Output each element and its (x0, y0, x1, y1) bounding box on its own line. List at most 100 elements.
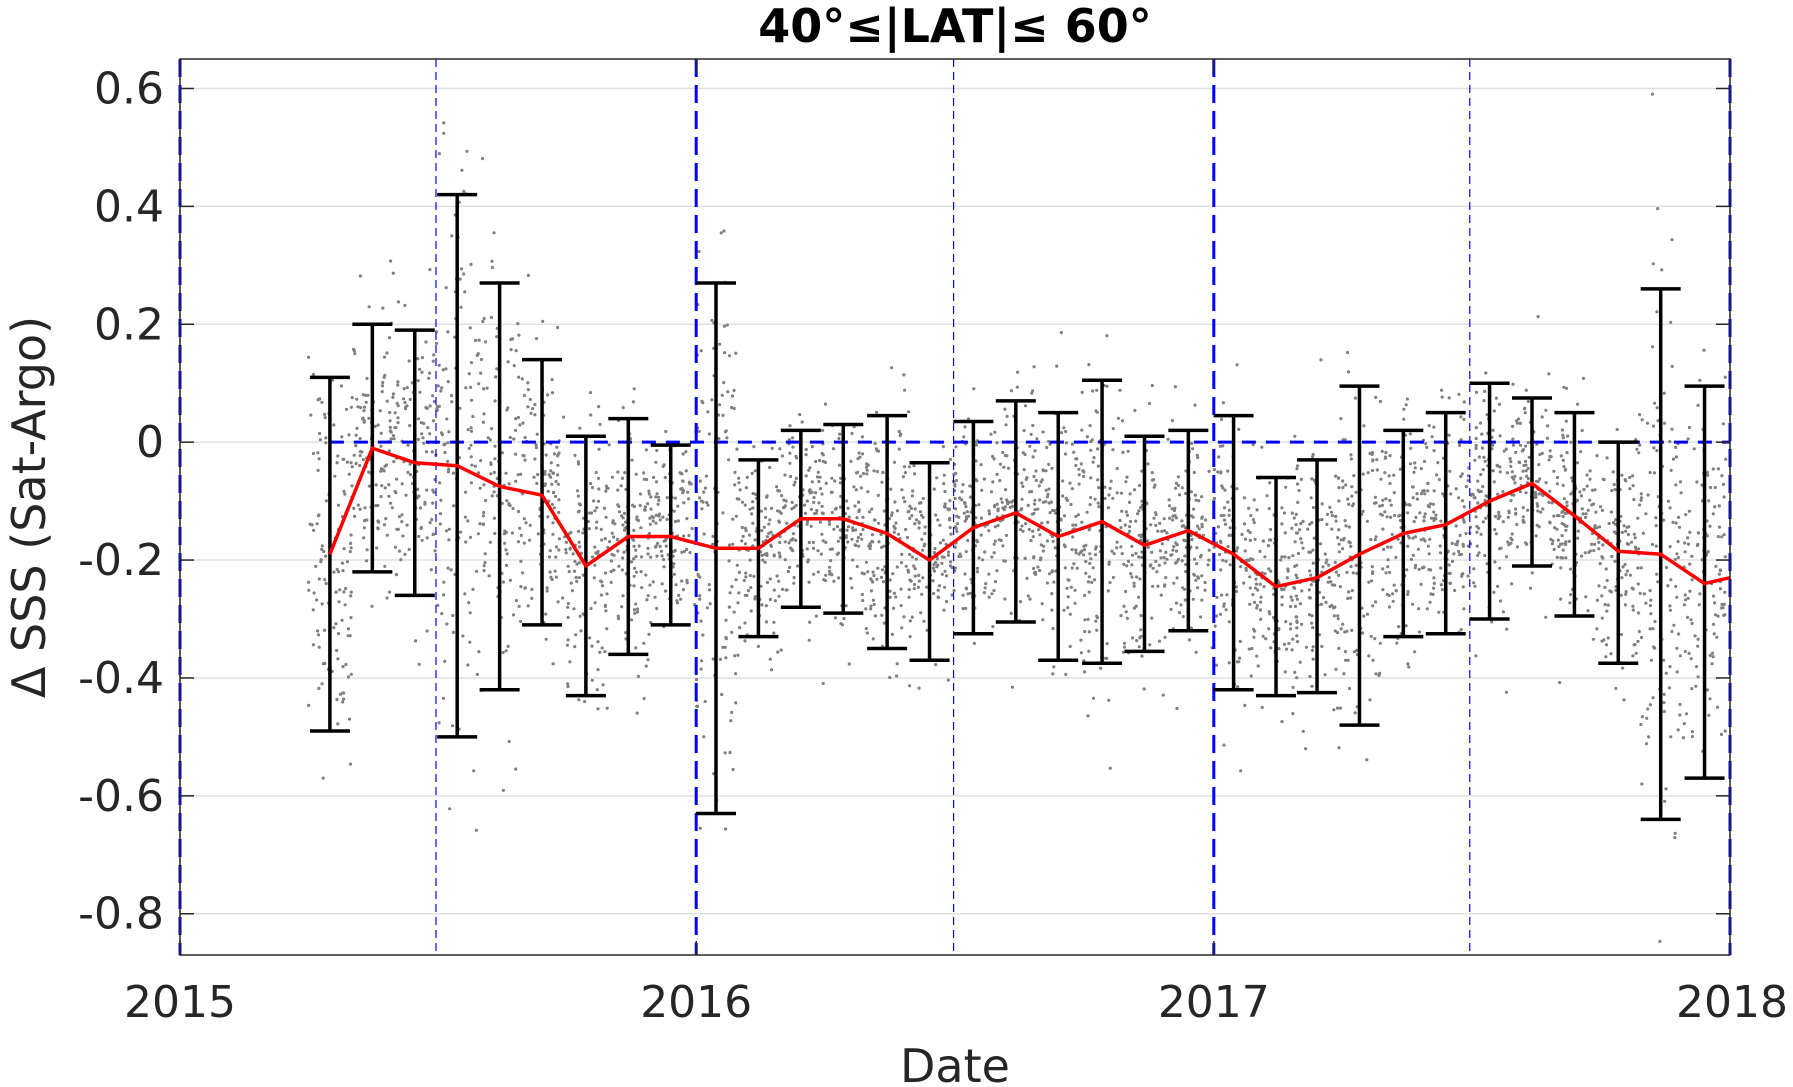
scatter-point-1426 (786, 569, 791, 574)
scatter-point-2656 (1263, 572, 1267, 576)
scatter-point-286 (416, 379, 420, 383)
scatter-point-482 (512, 437, 516, 441)
scatter-point-2257 (1095, 616, 1100, 620)
scatter-point-16 (332, 626, 336, 630)
scatter-point-1970 (1028, 444, 1032, 448)
scatter-point-648 (526, 381, 530, 385)
scatter-point-2864 (1333, 583, 1337, 587)
scatter-point-2292 (1151, 566, 1155, 570)
scatter-point-283 (419, 526, 423, 531)
scatter-point-3390 (1523, 444, 1528, 448)
scatter-point-1061 (664, 429, 668, 434)
scatter-point-879 (635, 711, 639, 715)
scatter-point-1416 (818, 520, 823, 524)
scatter-point-293 (406, 470, 410, 474)
scatter-point-1175 (721, 413, 725, 417)
scatter-point-2903 (1355, 571, 1359, 576)
scatter-point-578 (492, 231, 496, 235)
scatter-point-3137 (1441, 492, 1445, 496)
scatter-point-634 (523, 435, 527, 440)
scatter-point-711 (528, 523, 532, 527)
scatter-point-3573 (1565, 451, 1569, 455)
scatter-point-2254 (1108, 486, 1112, 490)
scatter-point-1523 (854, 471, 859, 475)
scatter-point-1640 (871, 637, 875, 641)
scatter-point-2642 (1280, 603, 1284, 607)
scatter-point-3814 (1656, 580, 1660, 584)
scatter-point-1646 (892, 524, 896, 529)
scatter-point-1867 (992, 542, 996, 546)
scatter-point-3677 (1620, 530, 1624, 535)
scatter-point-3317 (1494, 532, 1498, 536)
scatter-point-915 (643, 505, 648, 509)
scatter-point-121 (352, 453, 356, 457)
scatter-point-3490 (1586, 508, 1590, 512)
scatter-point-1760 (946, 550, 951, 554)
scatter-point-2143 (1063, 566, 1067, 570)
scatter-point-328 (420, 538, 424, 542)
scatter-point-1459 (824, 540, 828, 545)
scatter-point-2969 (1338, 585, 1342, 589)
scatter-point-2626 (1226, 545, 1230, 549)
scatter-point-130 (362, 526, 366, 530)
scatter-point-3728 (1639, 492, 1643, 496)
scatter-point-1736 (932, 487, 936, 491)
scatter-point-2632 (1249, 514, 1253, 518)
scatter-point-3470 (1510, 475, 1514, 479)
scatter-point-2049 (1074, 548, 1078, 552)
scatter-point-1788 (921, 496, 925, 501)
scatter-point-3174 (1429, 516, 1434, 520)
scatter-point-3731 (1647, 735, 1651, 739)
scatter-point-2979 (1366, 471, 1370, 475)
scatter-point-1621 (896, 532, 901, 536)
scatter-point-3076 (1422, 565, 1426, 569)
scatter-point-1842 (953, 566, 958, 570)
scatter-point-2039 (1030, 512, 1034, 516)
scatter-point-2424 (1207, 558, 1211, 562)
scatter-point-855 (644, 573, 648, 577)
scatter-point-596 (516, 473, 520, 477)
scatter-point-152 (387, 336, 392, 340)
scatter-point-1072 (664, 538, 668, 542)
scatter-point-3124 (1437, 478, 1441, 482)
scatter-point-3690 (1620, 473, 1624, 477)
scatter-point-223 (352, 349, 356, 353)
scatter-point-1112 (725, 436, 729, 440)
scatter-point-3120 (1432, 510, 1436, 514)
scatter-point-2873 (1309, 573, 1313, 577)
scatter-point-3349 (1501, 490, 1505, 494)
scatter-point-327 (401, 397, 406, 401)
scatter-point-831 (566, 564, 570, 568)
scatter-point-2073 (1050, 608, 1054, 612)
scatter-point-1700 (907, 587, 911, 592)
scatter-point-1452 (857, 544, 861, 548)
scatter-point-3841 (1710, 662, 1714, 666)
scatter-point-2924 (1337, 573, 1341, 578)
scatter-point-3443 (1547, 500, 1551, 504)
scatter-point-1149 (711, 534, 715, 539)
scatter-point-1289 (744, 571, 748, 575)
scatter-point-3698 (1614, 518, 1618, 522)
scatter-point-838 (590, 644, 594, 648)
scatter-point-2555 (1250, 646, 1254, 651)
scatter-point-179 (384, 517, 388, 521)
scatter-point-371 (468, 640, 472, 644)
scatter-point-2295 (1137, 483, 1142, 488)
scatter-point-2912 (1347, 590, 1351, 594)
scatter-point-1052 (654, 545, 658, 549)
scatter-point-1617 (879, 575, 884, 580)
scatter-point-3473 (1515, 421, 1519, 425)
scatter-point-3424 (1550, 542, 1554, 546)
scatter-point-3533 (1585, 473, 1589, 477)
scatter-point-274 (402, 387, 406, 391)
scatter-point-2408 (1173, 486, 1178, 490)
scatter-point-419 (474, 828, 478, 832)
scatter-point-2268 (1097, 505, 1101, 509)
scatter-point-2791 (1321, 565, 1325, 569)
scatter-point-1402 (788, 461, 792, 465)
scatter-point-556 (495, 335, 499, 339)
scatter-point-1514 (833, 479, 837, 483)
scatter-point-3650 (1624, 590, 1628, 594)
scatter-point-3027 (1406, 544, 1410, 548)
scatter-point-598 (492, 516, 496, 520)
